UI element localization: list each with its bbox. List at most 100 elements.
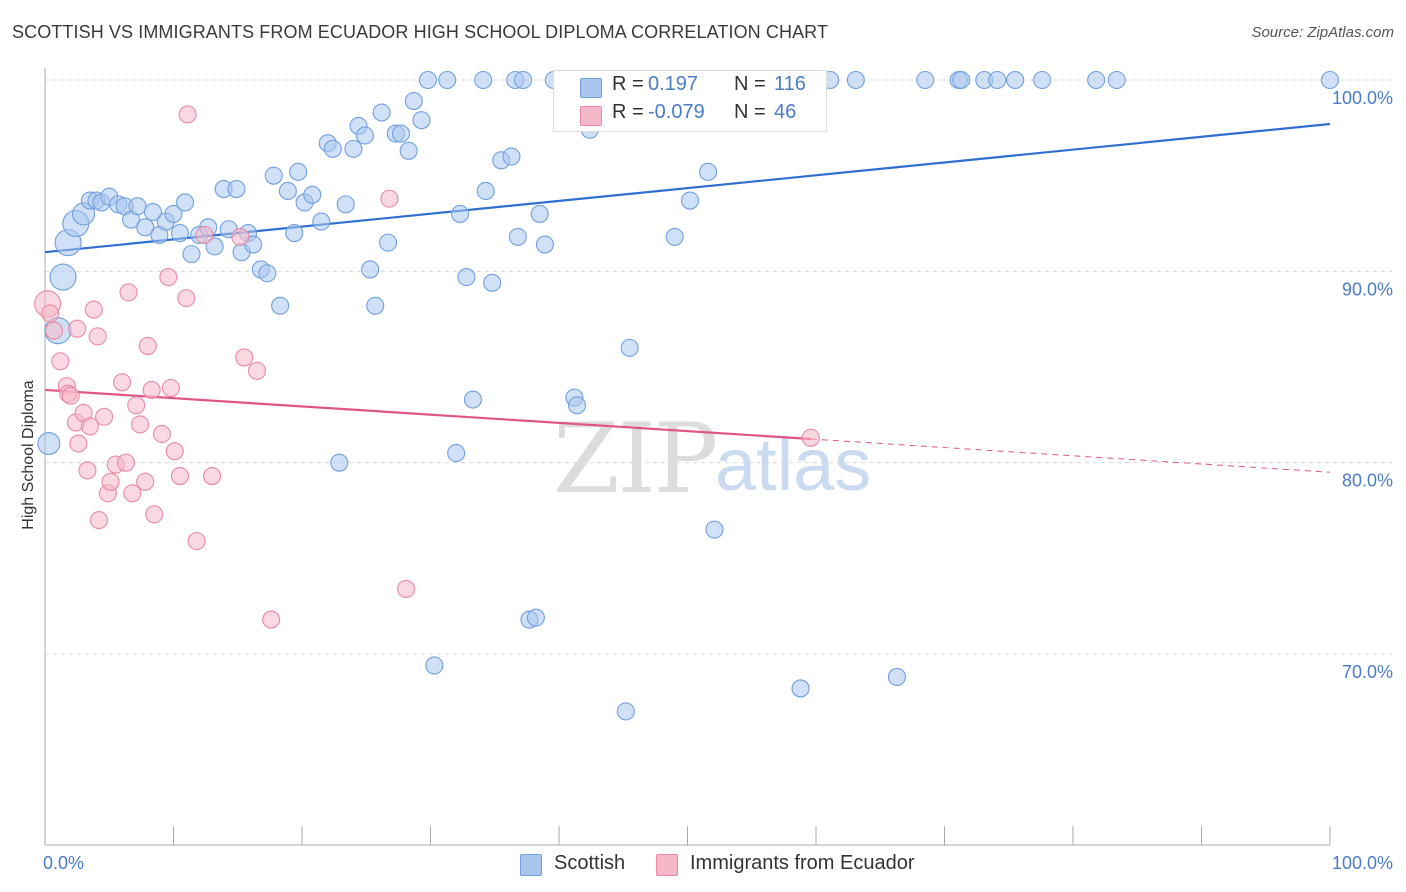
ecuador-point	[231, 227, 250, 246]
legend-r-value: 0.197	[648, 73, 699, 95]
ecuador-point	[161, 378, 180, 398]
scottish-point	[535, 235, 554, 254]
scottish-point	[508, 227, 527, 246]
ecuador-point	[131, 415, 150, 434]
scottish-point	[143, 202, 162, 222]
scottish-point	[271, 296, 290, 315]
scottish-point	[705, 520, 724, 539]
scottish-point	[278, 181, 297, 201]
scottish-point	[289, 162, 308, 181]
ecuador-point	[145, 505, 164, 524]
scottish-point	[451, 204, 470, 223]
ecuador-point	[44, 321, 64, 340]
scottish-point	[399, 141, 418, 160]
grid-lines	[45, 79, 1392, 655]
scottish-point	[513, 70, 533, 90]
ecuador-point	[380, 189, 399, 208]
scottish-point	[205, 237, 224, 256]
x-tick-label: 100.0%	[1332, 853, 1393, 873]
scottish-point	[264, 166, 283, 185]
ecuador-point	[69, 434, 88, 453]
chart-title: SCOTTISH VS IMMIGRANTS FROM ECUADOR HIGH…	[12, 22, 829, 42]
y-tick-label: 100.0%	[1332, 88, 1393, 108]
axes	[44, 68, 1331, 846]
ecuador-point	[113, 373, 132, 392]
ecuador-point	[235, 348, 254, 367]
ecuador-point	[801, 428, 820, 447]
chart-source: Source: ZipAtlas.com	[1251, 24, 1394, 41]
stats-legend: R = 0.197 N = 116 R = -0.079 N = 46	[553, 70, 827, 132]
ecuador-points	[34, 105, 820, 629]
scottish-point	[699, 162, 718, 181]
scottish-point	[258, 264, 277, 283]
scottish-point	[404, 91, 423, 111]
ecuador-point	[136, 472, 155, 491]
x-tick-label: 0.0%	[43, 853, 84, 873]
ecuador-point	[84, 300, 103, 319]
scottish-point	[447, 444, 466, 463]
ecuador-point	[152, 424, 171, 444]
scottish-point	[681, 191, 700, 210]
legend-n-label: N =	[734, 73, 766, 95]
scottish-point	[476, 181, 495, 201]
scottish-point	[952, 70, 971, 90]
scottish-point	[463, 390, 482, 409]
scottish-point	[170, 224, 189, 243]
scottish-point	[412, 111, 431, 130]
scottish-point	[502, 147, 521, 166]
scottish-point	[530, 204, 549, 223]
scottish-trend-line	[44, 122, 1331, 254]
ecuador-point	[41, 304, 60, 323]
ecuador-point	[80, 417, 100, 436]
scottish-point	[176, 193, 195, 212]
legend-swatch-scottish	[580, 78, 602, 98]
y-tick-label: 70.0%	[1342, 662, 1393, 682]
y-tick-label: 90.0%	[1342, 279, 1393, 299]
ecuador-point	[195, 225, 214, 245]
ecuador-point	[247, 361, 267, 380]
scottish-point	[1006, 70, 1025, 90]
scottish-point	[526, 608, 545, 627]
ecuador-point	[89, 511, 109, 530]
scottish-point	[887, 667, 907, 687]
ecuador-point	[170, 467, 189, 486]
scottish-point	[438, 70, 457, 90]
ecuador-point	[159, 268, 178, 287]
ecuador-point	[101, 472, 120, 491]
legend-n-value: 46	[774, 101, 797, 123]
legend-label-scottish: Scottish	[554, 852, 626, 874]
legend-swatch-ecuador	[656, 854, 678, 876]
ecuador-point	[177, 289, 196, 308]
scottish-point	[418, 70, 437, 90]
legend-row-scottish: R = 0.197 N = 116	[554, 73, 826, 101]
legend-r-label: R =	[612, 73, 644, 95]
scottish-point	[49, 263, 77, 291]
trend-lines	[44, 122, 1331, 473]
ecuador-point	[119, 283, 138, 302]
scottish-point	[1087, 70, 1106, 90]
ecuador-point	[116, 453, 136, 472]
ecuador-point	[78, 461, 97, 480]
legend-swatch-scottish	[520, 854, 542, 876]
scottish-point	[391, 124, 410, 143]
ecuador-point	[61, 386, 80, 405]
scottish-point	[457, 268, 476, 287]
scottish-point	[791, 679, 810, 698]
legend-swatch-ecuador	[580, 106, 602, 126]
scottish-point	[285, 224, 304, 243]
ecuador-point	[203, 467, 222, 486]
scottish-point	[136, 218, 155, 237]
scottish-point	[303, 185, 322, 204]
legend-row-ecuador: R = -0.079 N = 46	[554, 101, 826, 129]
scottish-point	[361, 260, 380, 279]
scottish-point	[372, 103, 391, 122]
ecuador-point	[138, 336, 157, 356]
ecuador-point	[142, 380, 161, 400]
ecuador-point	[178, 105, 197, 124]
watermark-zip: ZIP	[553, 403, 716, 515]
scottish-point	[665, 227, 684, 246]
scottish-point	[227, 180, 246, 199]
scottish-point	[1107, 70, 1126, 90]
legend-n-label: N =	[734, 101, 766, 123]
